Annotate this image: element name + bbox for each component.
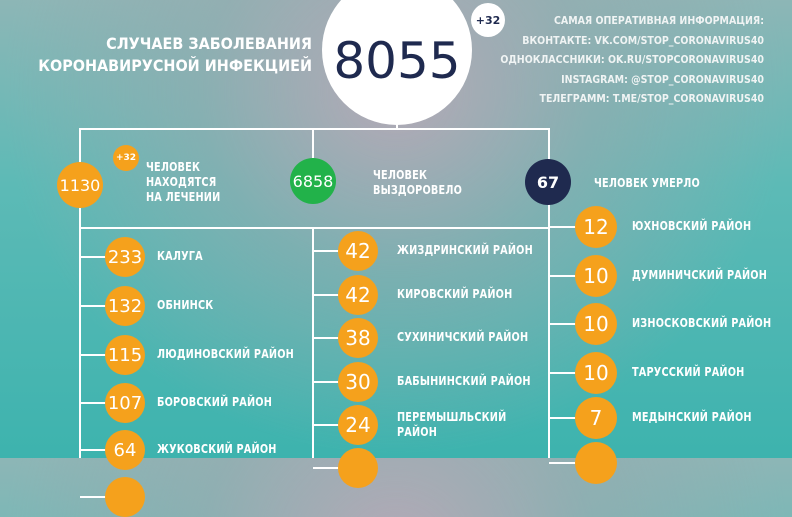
died-label: ЧЕЛОВЕК УМЕРЛО [594,176,700,190]
district-count: 7 [589,406,603,430]
district-count: 64 [113,439,137,461]
district-count-circle: 24 [338,405,378,445]
district-count-circle: 12 [575,206,617,248]
district-count: 24 [345,413,371,437]
total-circle: 8055 [322,0,472,125]
district-count: 12 [583,215,609,239]
district-count-circle: 115 [105,335,145,375]
district-name: ЖИЗДРИНСКИЙ РАЙОН [397,243,533,257]
district-name: БАБЫНИНСКИЙ РАЙОН [397,374,531,388]
label-line: ВЫЗДОРОВЕЛО [373,183,463,197]
title-line: КОРОНАВИРУСНОЙ ИНФЕКЦИЕЙ [38,56,312,75]
connector [548,128,550,458]
district-name: БОРОВСКИЙ РАЙОН [157,395,273,409]
district-name: СУХИНИЧСКИЙ РАЙОН [397,330,529,344]
total-delta-badge: +32 [471,3,505,37]
connector [80,305,115,307]
info-link: ТЕЛЕГРАММ: T.ME/STOP_CORONAVIRUS40 [539,93,764,105]
recovered-count: 6858 [292,171,334,191]
connector [312,128,314,158]
connector [312,227,314,458]
info-line: САМАЯ ОПЕРАТИВНАЯ ИНФОРМАЦИЯ: [553,15,764,27]
info-link: ВКОНТАКТЕ: VK.COM/STOP_CORONAVIRUS40 [522,34,764,47]
district-name: МЕДЫНСКИЙ РАЙОН [632,410,752,424]
treatment-delta: +32 [115,153,137,163]
connector [313,250,348,252]
recovered-circle: 6858 [290,158,336,204]
total-count: 8055 [333,32,461,90]
district-name: ИЗНОСКОВСКИЙ РАЙОН [632,316,772,330]
district-count-circle: 10 [575,303,617,345]
district-name: ОБНИНСК [157,298,214,312]
connector [79,128,550,130]
district-count: 107 [107,392,143,414]
district-count-circle: 132 [105,286,145,326]
connector [313,424,348,426]
label-line: ЧЕЛОВЕК [373,168,428,182]
district-count: 42 [345,239,371,263]
district-count-circle: 233 [105,237,145,277]
district-name: ЮХНОВСКИЙ РАЙОН [632,219,752,233]
total-delta: +32 [475,13,501,27]
connector [80,449,115,451]
district-name: ЖУКОВСКИЙ РАЙОН [157,442,277,456]
district-count-circle: 42 [338,231,378,271]
died-count: 67 [536,172,560,192]
page-title: СЛУЧАЕВ ЗАБОЛЕВАНИЯ КОРОНАВИРУСНОЙ ИНФЕК… [38,33,312,77]
info-link: INSTAGRAM: @STOP_CORONAVIRUS40 [561,73,764,86]
connector [79,227,550,229]
district-count-circle: 42 [338,275,378,315]
connector [549,417,586,419]
treatment-delta-badge: +32 [113,145,139,171]
district-count-circle [338,448,378,488]
district-count: 10 [583,312,609,336]
district-count: 30 [345,370,371,394]
district-name: КАЛУГА [157,249,203,263]
district-count: 38 [345,326,371,350]
treatment-label: ЧЕЛОВЕК НАХОДЯТСЯ НА ЛЕЧЕНИИ [146,160,220,205]
district-count: 42 [345,283,371,307]
district-count-circle: 10 [575,352,617,394]
recovered-label: ЧЕЛОВЕК ВЫЗДОРОВЕЛО [373,168,462,198]
connector [549,275,586,277]
district-count: 10 [583,361,609,385]
treatment-count: 1130 [59,175,101,195]
title-line: СЛУЧАЕВ ЗАБОЛЕВАНИЯ [106,34,312,53]
label-line: ЧЕЛОВЕК [146,160,201,174]
contact-info: САМАЯ ОПЕРАТИВНАЯ ИНФОРМАЦИЯ: ВКОНТАКТЕ:… [500,12,764,110]
connector [313,381,348,383]
connector [80,402,115,404]
connector [549,323,586,325]
died-circle: 67 [525,159,571,205]
connector [549,226,586,228]
info-link: ОДНОКЛАССНИКИ: OK.RU/STOPCORONAVIRUS40 [500,54,764,66]
district-name: ПЕРЕМЫШЛЬСКИЙ РАЙОН [397,410,507,439]
district-count-circle [105,477,145,517]
district-count: 132 [107,295,143,317]
connector [313,337,348,339]
district-name: ЛЮДИНОВСКИЙ РАЙОН [157,347,294,361]
connector [549,372,586,374]
connector [80,256,115,258]
treatment-circle: 1130 [57,162,103,208]
district-count: 115 [107,344,143,366]
district-count-circle: 38 [338,318,378,358]
district-count-circle [575,442,617,484]
label-line: НАХОДЯТСЯ [146,175,217,189]
district-name: ТАРУССКИЙ РАЙОН [632,365,745,379]
district-name: ДУМИНИЧСКИЙ РАЙОН [632,268,768,282]
district-count-circle: 107 [105,383,145,423]
district-count-circle: 30 [338,362,378,402]
connector [79,128,81,458]
district-name: КИРОВСКИЙ РАЙОН [397,287,513,301]
district-count-circle: 64 [105,430,145,470]
connector [80,354,115,356]
label-line: НА ЛЕЧЕНИИ [146,190,221,204]
district-count: 10 [583,264,609,288]
district-count-circle: 7 [575,397,617,439]
connector [313,294,348,296]
district-count-circle: 10 [575,255,617,297]
district-count: 233 [107,246,143,268]
